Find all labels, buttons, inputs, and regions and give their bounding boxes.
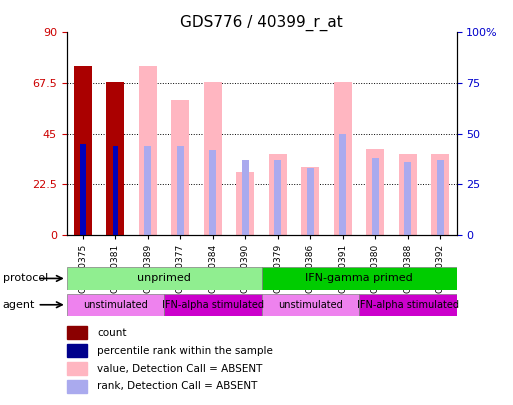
Text: percentile rank within the sample: percentile rank within the sample <box>97 346 273 356</box>
Bar <box>274 160 282 235</box>
Text: unprimed: unprimed <box>137 273 191 283</box>
Bar <box>177 146 184 235</box>
Text: IFN-alpha stimulated: IFN-alpha stimulated <box>162 300 264 310</box>
Text: rank, Detection Call = ABSENT: rank, Detection Call = ABSENT <box>97 382 258 391</box>
Bar <box>366 149 384 235</box>
Bar <box>209 150 216 235</box>
Text: IFN-gamma primed: IFN-gamma primed <box>305 273 413 283</box>
Text: IFN-alpha stimulated: IFN-alpha stimulated <box>357 300 459 310</box>
Bar <box>67 362 87 375</box>
Bar <box>67 380 87 393</box>
Bar <box>307 168 314 235</box>
Bar <box>204 82 222 235</box>
Bar <box>302 167 319 235</box>
Bar <box>80 144 86 235</box>
Text: unstimulated: unstimulated <box>83 300 148 310</box>
Bar <box>67 344 87 357</box>
Bar <box>242 160 249 235</box>
Bar <box>399 154 417 235</box>
Text: value, Detection Call = ABSENT: value, Detection Call = ABSENT <box>97 364 263 373</box>
Bar <box>334 82 352 235</box>
Text: count: count <box>97 328 127 338</box>
Bar <box>339 134 346 235</box>
Text: unstimulated: unstimulated <box>278 300 343 310</box>
Text: agent: agent <box>3 300 35 310</box>
Text: protocol: protocol <box>3 273 48 283</box>
FancyBboxPatch shape <box>262 267 457 290</box>
FancyBboxPatch shape <box>164 294 262 316</box>
FancyBboxPatch shape <box>67 294 164 316</box>
Bar <box>171 100 189 235</box>
Bar <box>74 66 92 235</box>
FancyBboxPatch shape <box>67 267 262 290</box>
Bar <box>404 162 411 235</box>
Bar <box>236 172 254 235</box>
Bar <box>372 158 379 235</box>
Bar <box>139 66 157 235</box>
Bar <box>107 82 124 235</box>
Bar <box>144 146 151 235</box>
Bar <box>431 154 449 235</box>
Title: GDS776 / 40399_r_at: GDS776 / 40399_r_at <box>180 15 343 31</box>
Bar <box>113 146 118 235</box>
FancyBboxPatch shape <box>262 294 359 316</box>
Bar <box>269 154 287 235</box>
FancyBboxPatch shape <box>359 294 457 316</box>
Bar <box>67 326 87 339</box>
Bar <box>437 160 444 235</box>
